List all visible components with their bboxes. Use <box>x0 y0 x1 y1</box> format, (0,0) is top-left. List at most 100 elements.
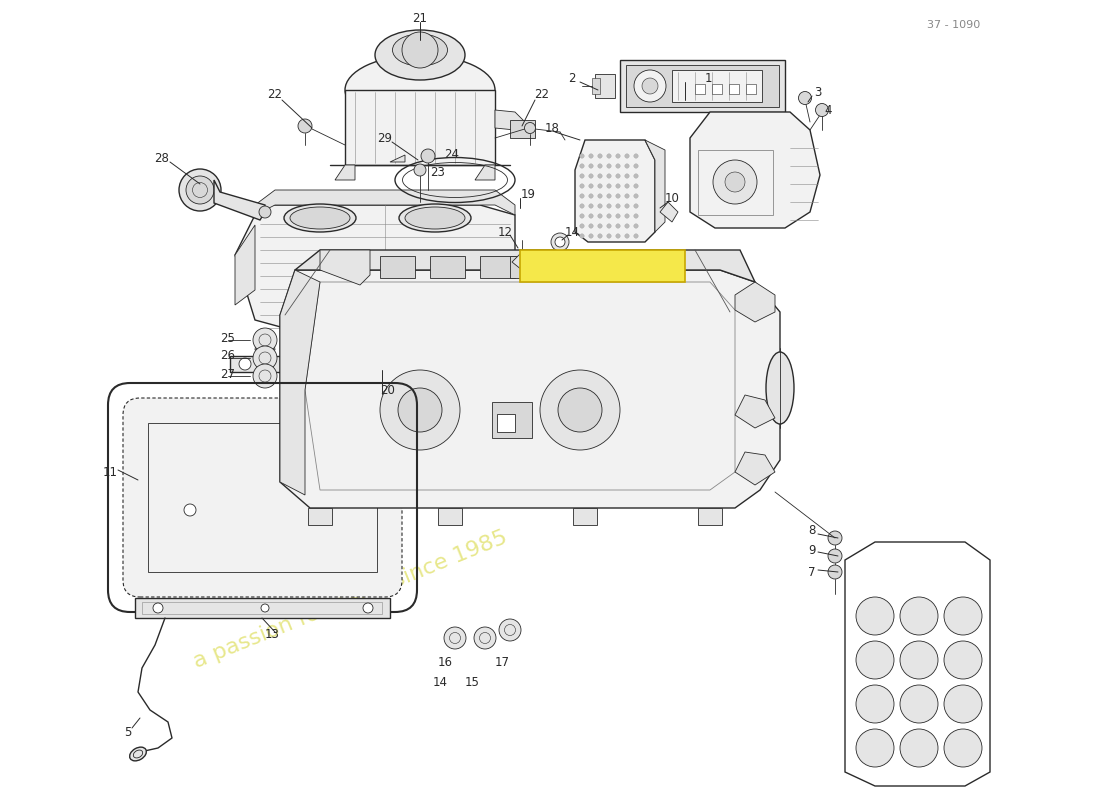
Polygon shape <box>690 112 820 228</box>
Circle shape <box>421 149 434 163</box>
Polygon shape <box>495 335 515 350</box>
Circle shape <box>298 119 312 133</box>
Polygon shape <box>495 110 525 130</box>
Circle shape <box>580 154 584 158</box>
Circle shape <box>607 194 612 198</box>
Bar <box>712 84 722 94</box>
Ellipse shape <box>284 204 356 232</box>
Circle shape <box>402 32 438 68</box>
Circle shape <box>588 184 593 188</box>
Circle shape <box>580 214 584 218</box>
Text: 10: 10 <box>664 191 680 205</box>
Circle shape <box>634 234 638 238</box>
Text: 37 - 1090: 37 - 1090 <box>927 20 980 30</box>
Text: 2: 2 <box>569 71 575 85</box>
Polygon shape <box>235 225 255 305</box>
Ellipse shape <box>130 747 146 761</box>
Circle shape <box>607 154 612 158</box>
Polygon shape <box>255 190 515 215</box>
Ellipse shape <box>179 169 221 211</box>
Circle shape <box>580 204 584 208</box>
Circle shape <box>713 160 757 204</box>
Circle shape <box>556 237 565 247</box>
Circle shape <box>597 174 602 178</box>
Circle shape <box>944 641 982 679</box>
Polygon shape <box>573 508 597 525</box>
Circle shape <box>258 206 271 218</box>
Circle shape <box>944 685 982 723</box>
Circle shape <box>580 184 584 188</box>
Circle shape <box>253 364 277 388</box>
Circle shape <box>900 729 938 767</box>
Circle shape <box>597 164 602 168</box>
Circle shape <box>414 164 426 176</box>
Circle shape <box>616 204 620 208</box>
Circle shape <box>625 184 629 188</box>
Circle shape <box>634 224 638 228</box>
Ellipse shape <box>405 207 465 229</box>
Circle shape <box>580 164 584 168</box>
Circle shape <box>607 174 612 178</box>
Circle shape <box>239 358 251 370</box>
Ellipse shape <box>766 352 794 424</box>
Circle shape <box>253 346 277 370</box>
Circle shape <box>588 174 593 178</box>
Bar <box>626 65 779 107</box>
Ellipse shape <box>290 207 350 229</box>
Polygon shape <box>735 452 776 485</box>
Text: a passion for parts since 1985: a passion for parts since 1985 <box>190 528 510 672</box>
Circle shape <box>815 103 828 117</box>
Bar <box>592 78 600 94</box>
Polygon shape <box>295 250 755 282</box>
Bar <box>729 84 739 94</box>
Text: 1: 1 <box>704 71 712 85</box>
Circle shape <box>625 234 629 238</box>
Circle shape <box>799 91 812 105</box>
Circle shape <box>607 234 612 238</box>
Circle shape <box>363 603 373 613</box>
Bar <box>379 256 415 278</box>
Circle shape <box>625 154 629 158</box>
Bar <box>480 256 515 278</box>
Text: 16: 16 <box>438 655 452 669</box>
Circle shape <box>580 174 584 178</box>
Text: 3: 3 <box>814 86 822 98</box>
Polygon shape <box>575 140 654 242</box>
Circle shape <box>616 154 620 158</box>
Circle shape <box>588 194 593 198</box>
Bar <box>430 256 465 278</box>
Text: 27: 27 <box>220 367 235 381</box>
Circle shape <box>625 194 629 198</box>
Text: 4: 4 <box>824 103 832 117</box>
Circle shape <box>828 549 842 563</box>
Text: 11: 11 <box>102 466 118 478</box>
Polygon shape <box>735 282 776 322</box>
Text: 5: 5 <box>124 726 132 738</box>
Circle shape <box>588 234 593 238</box>
Polygon shape <box>735 395 776 428</box>
Text: 14: 14 <box>564 226 580 238</box>
Polygon shape <box>475 165 495 180</box>
Circle shape <box>634 154 638 158</box>
Circle shape <box>625 174 629 178</box>
Circle shape <box>597 184 602 188</box>
Circle shape <box>474 627 496 649</box>
Bar <box>746 84 756 94</box>
Text: eurospares: eurospares <box>150 318 651 582</box>
Bar <box>148 423 377 572</box>
Ellipse shape <box>375 30 465 80</box>
Text: 7: 7 <box>808 566 816 578</box>
Ellipse shape <box>393 34 448 66</box>
Circle shape <box>607 204 612 208</box>
Circle shape <box>616 164 620 168</box>
Circle shape <box>398 388 442 432</box>
Circle shape <box>725 172 745 192</box>
Circle shape <box>499 619 521 641</box>
Text: 28: 28 <box>155 151 169 165</box>
Polygon shape <box>214 180 265 220</box>
Circle shape <box>153 603 163 613</box>
Polygon shape <box>255 335 275 350</box>
Polygon shape <box>698 508 722 525</box>
Circle shape <box>616 214 620 218</box>
Circle shape <box>856 641 894 679</box>
